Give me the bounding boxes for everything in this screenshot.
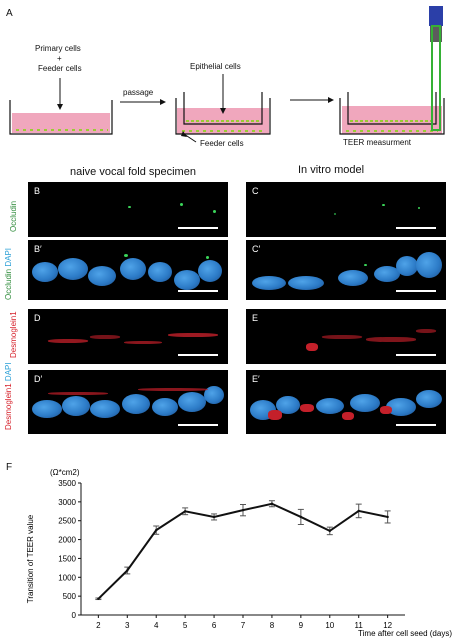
label-passage: passage [123, 88, 154, 97]
panel-tag-d: D [34, 313, 41, 323]
panel-tag-e-prime: E′ [252, 374, 260, 384]
y-tick-label: 2500 [58, 517, 76, 526]
passage-arrow [120, 99, 166, 105]
arrow-to-teer [290, 97, 334, 103]
row-label-desmoglein-dapi-d: Desmoglein1 DAPI [4, 362, 13, 430]
y-tick-label: 1500 [58, 554, 76, 563]
chart-y-axis-label: Transition of TEER value [26, 514, 35, 603]
micrograph-b-prime: B′ [28, 240, 228, 300]
label-primary-cells: Primary cells [35, 44, 81, 53]
row-label-occludin-b: Occludin [9, 200, 18, 232]
panel-tag-b: B [34, 186, 41, 196]
micrograph-d: D [28, 309, 228, 364]
dish-teer [339, 92, 445, 135]
scale-bar [178, 290, 218, 292]
scale-bar [178, 424, 218, 426]
y-tick-label: 2000 [58, 536, 76, 545]
x-tick-label: 10 [325, 621, 334, 630]
y-tick-label: 1000 [58, 573, 76, 582]
row-label-desmoglein-d: Desmoglein1 [9, 311, 18, 358]
chart-x-axis-label: Time after cell seed (days) [358, 629, 452, 638]
label-plus: + [57, 54, 62, 63]
col-title-naive: naive vocal fold specimen [70, 166, 196, 178]
panel-tag-c-prime: C′ [252, 244, 261, 254]
micrograph-e-prime: E′ [246, 370, 446, 434]
panel-tag-c: C [252, 186, 259, 196]
x-tick-label: 3 [125, 621, 130, 630]
scale-bar [396, 354, 436, 356]
col-title-in-vitro: In vitro model [298, 164, 365, 176]
micrograph-d-prime: D′ [28, 370, 228, 434]
panel-tag-d-prime: D′ [34, 374, 43, 384]
panel-label-f: F [6, 462, 13, 473]
culture-schematic [9, 6, 445, 143]
series-line-teer [97, 502, 388, 600]
x-tick-label: 7 [241, 621, 246, 630]
y-tick-label: 500 [63, 592, 77, 601]
y-tick-label: 3000 [58, 498, 76, 507]
x-tick-label: 9 [299, 621, 304, 630]
dish-transwell [175, 74, 271, 143]
panel-tag-b-prime: B′ [34, 244, 42, 254]
teer-electrode [429, 6, 443, 131]
label-feeder-cells-bottom: Feeder cells [200, 139, 244, 148]
scale-bar [396, 424, 436, 426]
dish-primary [9, 78, 113, 135]
x-tick-label: 2 [96, 621, 101, 630]
y-tick-label: 0 [72, 611, 77, 620]
scale-bar [396, 227, 436, 229]
row-label-occludin-dapi-b: Occludin DAPI [4, 247, 13, 300]
x-tick-label: 6 [212, 621, 217, 630]
x-tick-label: 4 [154, 621, 159, 630]
label-epithelial-cells: Epithelial cells [190, 62, 241, 71]
x-tick-label: 8 [270, 621, 275, 630]
panel-label-a: A [6, 8, 13, 19]
micrograph-c-prime: C′ [246, 240, 446, 300]
micrograph-e: E [246, 309, 446, 364]
label-feeder-cells-top: Feeder cells [38, 64, 82, 73]
teer-chart: (Ω*cm2) Transition of TEER value Time af… [26, 468, 452, 638]
label-teer: TEER measurment [343, 138, 412, 147]
scale-bar [178, 227, 218, 229]
x-tick-label: 12 [383, 621, 392, 630]
chart-unit-label: (Ω*cm2) [50, 468, 80, 477]
x-tick-label: 5 [183, 621, 188, 630]
y-tick-label: 3500 [58, 479, 76, 488]
panel-tag-e: E [252, 313, 259, 323]
scale-bar [396, 290, 436, 292]
micrograph-c: C [246, 182, 446, 237]
micrograph-b: B [28, 182, 228, 237]
scale-bar [178, 354, 218, 356]
x-tick-label: 11 [355, 621, 364, 630]
